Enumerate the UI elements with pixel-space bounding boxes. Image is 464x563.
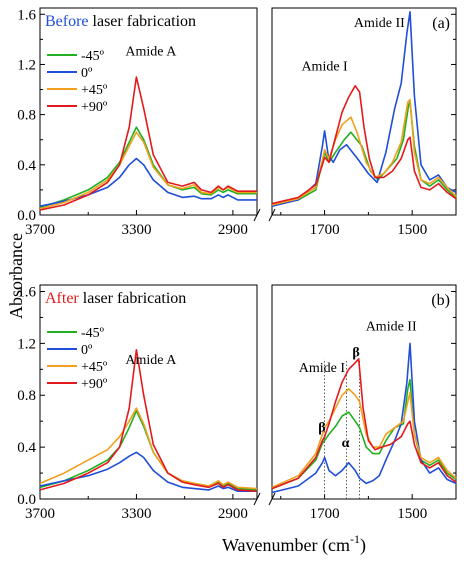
panel-title-rest: laser fabrication (89, 13, 197, 30)
panel-tag: (a) (432, 15, 450, 32)
x-tick-label: 1500 (397, 222, 427, 238)
annotation: Amide II (354, 16, 405, 31)
series-line-+90º-amide-a (39, 76, 257, 211)
series-line-0º-amide-i-ii (271, 11, 457, 207)
y-tick-label: 1.6 (17, 284, 36, 300)
y-tick-label: 0.4 (17, 440, 36, 456)
axis-break-mark (253, 208, 261, 222)
left-plot-frame (39, 284, 258, 500)
axis-break-mark (253, 492, 261, 506)
x-tick-label: 3300 (121, 506, 151, 522)
panel-title-highlight: Before (45, 13, 89, 30)
axis-break-mark (268, 492, 276, 506)
panel-title: After laser fabrication (45, 290, 186, 307)
axis-break-mark (268, 208, 276, 222)
annotation: β (352, 345, 359, 360)
x-axis-label: Wavenumber (cm-1) (222, 532, 366, 556)
panel-title: Before laser fabrication (45, 13, 196, 30)
series-line-0º-amide-a (39, 157, 257, 207)
legend-label: 0º (81, 66, 93, 81)
y-axis-label: Absorbance (6, 233, 26, 319)
left-plot-frame (39, 7, 258, 216)
y-tick-label: 0.0 (17, 208, 36, 224)
y-tick-label: 0.4 (17, 158, 36, 174)
y-tick-label: 1.2 (17, 57, 36, 73)
annotation: α (342, 436, 350, 451)
right-plot-frame (271, 7, 457, 216)
x-tick-label: 3300 (121, 222, 151, 238)
x-tick-label: 3700 (25, 222, 55, 238)
panel-title-rest: laser fabrication (79, 290, 187, 307)
series-line-+90º-amide-a (39, 349, 258, 492)
annotation: Amide I (299, 361, 346, 376)
annotation: Amide A (125, 45, 177, 60)
y-tick-label: 0.0 (17, 492, 36, 508)
x-tick-label: 3700 (25, 506, 55, 522)
x-tick-label: 1500 (397, 506, 427, 522)
series-line-+45º-amide-a (39, 407, 258, 490)
panel-a: 0.0 0.4 0.8 1.2 1.6 3700 3300 2900 1700 1500 Befor… (17, 7, 457, 238)
y-tick-label: 0.8 (17, 388, 36, 404)
series-line-+90º-amide-i-ii (271, 358, 457, 490)
y-tick-label: 1.2 (17, 336, 36, 352)
legend-label: +45º (81, 360, 108, 375)
x-tick-label: 1700 (310, 222, 340, 238)
series-line-+90º-amide-i-ii (271, 85, 457, 205)
legend-label: -45º (81, 326, 105, 341)
legend-label: +90º (81, 377, 108, 392)
annotation: β (318, 421, 325, 436)
y-tick-label: 1.6 (17, 7, 36, 23)
legend-label: +90º (81, 100, 108, 115)
x-tick-label: 2900 (218, 506, 248, 522)
legend-label: +45º (81, 83, 108, 98)
panel-tag: (b) (431, 292, 450, 309)
panel-title-highlight: After (45, 290, 79, 307)
annotation: Amide I (301, 60, 348, 75)
right-plot-frame (271, 284, 457, 500)
x-tick-label: 1700 (310, 506, 340, 522)
annotation: Amide II (366, 319, 417, 334)
y-tick-label: 0.8 (17, 108, 36, 124)
series-line-0º-amide-a (39, 451, 257, 492)
legend-label: -45º (81, 49, 105, 64)
series-line--45º-amide-a (39, 126, 257, 209)
annotation: Amide A (125, 353, 177, 368)
x-tick-label: 2900 (218, 222, 248, 238)
panel-b: 0.0 0.4 0.8 1.2 1.6 3700 3300 2900 1700 1500 After… (17, 284, 457, 522)
legend-label: 0º (81, 343, 93, 358)
series-line-0º-amide-i-ii (271, 342, 457, 494)
